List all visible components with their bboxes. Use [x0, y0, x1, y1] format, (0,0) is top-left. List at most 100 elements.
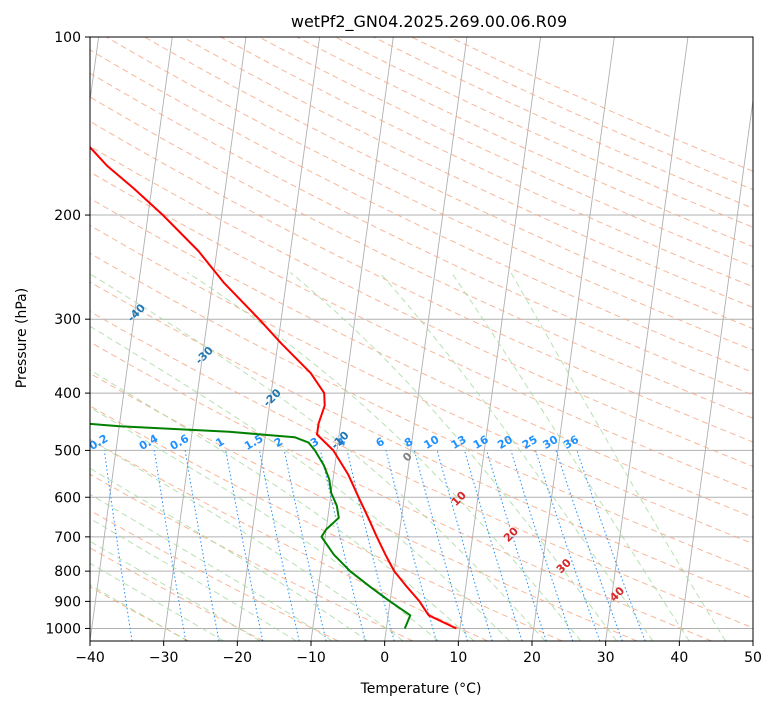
moist-adiabats	[90, 271, 727, 641]
mixing-ratio-line	[576, 450, 646, 641]
dry-adiabat-line	[144, 37, 753, 330]
isotherm-line	[163, 37, 247, 641]
moist-adiabat-label: 20	[501, 524, 521, 544]
y-axis-ticks: 1000 900 800 700 600 500 400 300 200 100	[45, 30, 90, 637]
dry-adiabat-line	[90, 547, 264, 641]
x-tick-label: 10	[449, 650, 467, 666]
mixing-ratio-lines	[103, 450, 646, 641]
dry-adiabat-line	[90, 96, 753, 419]
mixing-ratio-label: 8	[402, 435, 415, 450]
mixing-ratio-line	[385, 450, 437, 641]
y-axis-label: Pressure (hPa)	[14, 288, 30, 388]
dry-adiabat-line	[334, 37, 753, 228]
dry-adiabat-line	[90, 224, 753, 545]
x-tick-label: 30	[597, 650, 615, 666]
moist-adiabat-line	[90, 369, 475, 641]
dry-adiabat-line	[90, 72, 753, 396]
dry-adiabat-label: -40	[125, 301, 148, 324]
isotherm-line	[752, 637, 753, 641]
moist-adiabat-line	[187, 271, 582, 641]
mixing-ratio-line	[436, 450, 493, 641]
y-tick-label: 500	[54, 443, 81, 459]
dry-adiabat-line	[258, 37, 753, 268]
dry-adiabat-line	[90, 341, 712, 641]
y-tick-label: 1000	[45, 621, 81, 637]
mixing-ratio-line	[464, 450, 523, 641]
moist-adiabat-line	[510, 272, 727, 641]
dry-adiabat-label: -50	[57, 259, 80, 282]
dry-adiabat-line	[90, 405, 563, 641]
temperature-profile-line	[90, 145, 457, 630]
dry-adiabat-line	[90, 438, 488, 641]
mixing-ratio-label: 0.4	[137, 432, 161, 453]
dry-adiabat-line	[106, 37, 753, 351]
x-axis-ticks: −40 −30 −20 −10 0 10 20 30 40 50	[75, 641, 762, 666]
moist-adiabat-line	[90, 493, 333, 641]
dry-adiabats	[90, 37, 753, 641]
sounding-profiles	[90, 145, 457, 630]
dry-adiabat-line	[296, 37, 753, 248]
isotherm-line	[457, 37, 542, 641]
mixing-ratio-label: 16	[471, 433, 491, 452]
plot-area: 0.10.20.40.611.52346810131620253036-100-…	[0, 37, 753, 641]
y-tick-label: 300	[54, 312, 81, 328]
moist-adiabat-line	[90, 562, 225, 641]
x-tick-label: 50	[744, 650, 762, 666]
dry-adiabat-label: -20	[261, 386, 284, 409]
y-tick-label: 600	[54, 490, 81, 506]
x-tick-label: 40	[670, 650, 688, 666]
dry-adiabat-line	[182, 37, 753, 309]
mixing-ratio-line	[153, 450, 187, 641]
dry-adiabat-line	[90, 281, 753, 600]
mixing-ratio-label: 10	[422, 433, 442, 452]
mixing-ratio-line	[486, 450, 547, 641]
moist-adiabat-line	[90, 273, 546, 641]
mixing-ratio-line	[320, 450, 366, 641]
y-tick-label: 700	[54, 530, 81, 546]
y-tick-label: 900	[54, 594, 81, 610]
mixing-ratio-line	[555, 450, 623, 641]
mixing-ratio-label: 30	[540, 433, 560, 452]
dry-adiabat-line	[373, 37, 753, 209]
moist-adiabat-line	[90, 325, 510, 641]
isotherm-line	[90, 37, 173, 641]
mixing-ratio-line	[535, 450, 601, 641]
mixing-ratio-line	[510, 450, 574, 641]
moist-adiabat-label: 30	[554, 556, 574, 576]
y-tick-label: 100	[54, 30, 81, 46]
dry-adiabat-line	[90, 49, 753, 373]
moist-adiabat-label: 10	[449, 489, 469, 509]
chart-title: wetPf2_GN04.2025.269.00.06.R09	[291, 12, 567, 32]
dry-adiabat-line	[90, 197, 753, 518]
mixing-ratio-line	[259, 450, 300, 641]
isotherm-line	[678, 97, 753, 641]
moist-adiabat-line	[289, 272, 618, 641]
dry-adiabat-line	[90, 120, 753, 443]
dry-adiabat-line	[90, 252, 753, 572]
dry-adiabat-line	[90, 509, 339, 641]
mixing-ratio-line	[225, 450, 264, 641]
moist-adiabat-line	[450, 272, 690, 641]
dry-adiabat-label: -60	[0, 216, 13, 239]
isotherm-line	[605, 37, 689, 641]
isotherm-line	[531, 37, 615, 641]
mixing-ratio-line	[414, 450, 468, 641]
mixing-ratio-label: 0.6	[168, 432, 192, 453]
moist-adiabat-line	[90, 467, 368, 641]
dewpoint-profile-line	[90, 422, 412, 629]
dry-adiabat-line	[90, 145, 753, 468]
y-tick-label: 400	[54, 386, 81, 402]
y-tick-label: 200	[54, 208, 81, 224]
x-tick-label: −20	[223, 650, 253, 666]
dry-adiabat-line	[90, 372, 638, 641]
mixing-ratio-label: 36	[561, 433, 581, 452]
moist-adiabat-line	[90, 584, 188, 641]
dry-adiabat-line	[90, 171, 753, 493]
mixing-ratio-label: 25	[520, 433, 540, 452]
dry-adiabat-line	[90, 310, 753, 629]
line-labels: 0.10.20.40.611.52346810131620253036-100-…	[0, 216, 627, 604]
x-tick-label: −30	[149, 650, 179, 666]
x-axis-label: Temperature (°C)	[360, 681, 482, 697]
dry-adiabat-line	[220, 37, 753, 288]
